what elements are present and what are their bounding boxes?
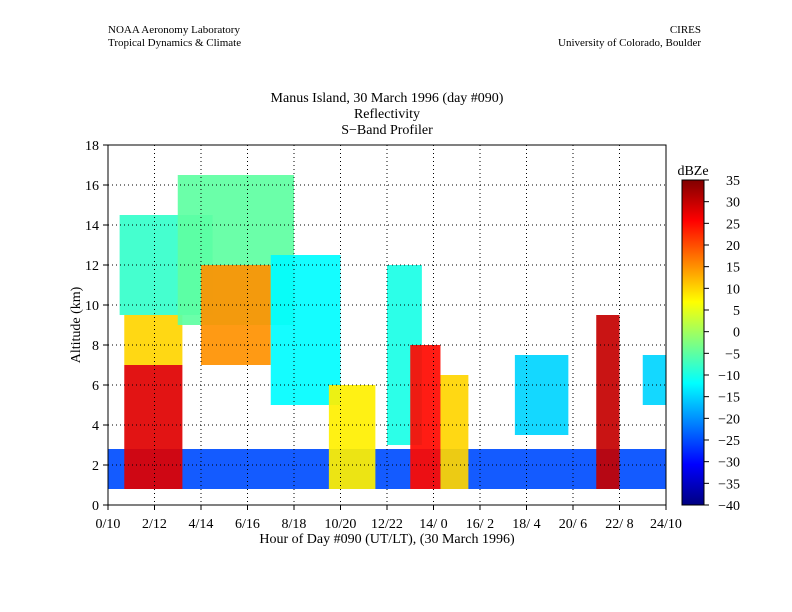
colorbar-tick-label: −30 <box>718 456 740 471</box>
chart-subtitle-instrument: S−Band Profiler <box>341 123 433 138</box>
y-tick-label: 16 <box>85 179 99 194</box>
colorbar-tick-label: 20 <box>726 239 740 254</box>
colorbar-tick-label: 35 <box>726 174 740 189</box>
x-tick-label: 18/ 4 <box>512 517 540 532</box>
echo-region-6 <box>270 255 341 405</box>
x-tick-label: 10/20 <box>325 517 357 532</box>
x-tick-label: 14/ 0 <box>419 517 447 532</box>
echo-region-5 <box>201 265 271 365</box>
y-tick-label: 0 <box>92 499 99 514</box>
colorbar-tick-label: −15 <box>718 391 740 406</box>
x-tick-label: 6/16 <box>235 517 260 532</box>
echo-region-10 <box>440 375 469 489</box>
grid-lines <box>108 145 666 505</box>
y-tick-label: 2 <box>92 459 99 474</box>
colorbar-tick-label: −35 <box>718 477 740 492</box>
x-tick-label: 2/12 <box>142 517 167 532</box>
colorbar-tick-label: 15 <box>726 261 740 276</box>
chart-title-block: Manus Island, 30 March 1996 (day #090) R… <box>108 91 666 139</box>
x-axis: 0/10 2/12 4/14 6/16 8/18 10/20 12/22 14/ 0 16/ 2… <box>96 505 682 532</box>
colorbar-tick-label: −25 <box>718 434 740 449</box>
colorbar-tick-label: −20 <box>718 412 740 427</box>
x-tick-label: 12/22 <box>371 517 403 532</box>
echo-region-7 <box>328 385 376 489</box>
x-axis-label: Hour of Day #090 (UT/LT), (30 March 1996… <box>259 532 515 547</box>
header-left: NOAA Aeronomy Laboratory Tropical Dynami… <box>108 24 241 50</box>
colorbar-tick-label: 0 <box>733 326 740 341</box>
echo-region-9 <box>410 345 441 489</box>
chart-title: Manus Island, 30 March 1996 (day #090) <box>270 91 504 106</box>
colorbar-tick-label: 10 <box>726 282 740 297</box>
echo-region-2 <box>124 315 183 365</box>
x-tick-label: 4/14 <box>189 517 214 532</box>
chart-subtitle-quantity: Reflectivity <box>353 107 421 122</box>
x-tick-label: 20/ 6 <box>559 517 587 532</box>
colorbar-tick-label: −40 <box>718 499 740 514</box>
echo-region-12 <box>596 315 620 489</box>
x-tick-label: 0/10 <box>96 517 121 532</box>
reflectivity-heatmap <box>108 175 666 489</box>
colorbar-tick-label: −10 <box>718 369 740 384</box>
echo-region-11 <box>514 355 569 435</box>
y-tick-label: 12 <box>85 259 99 274</box>
colorbar-tick-label: 30 <box>726 196 740 211</box>
institute-university: University of Colorado, Boulder <box>558 37 701 49</box>
echo-region-1 <box>124 365 183 489</box>
x-tick-label: 8/18 <box>282 517 307 532</box>
y-axis: 0 2 4 6 8 10 12 14 16 18 <box>85 139 108 514</box>
y-tick-label: 4 <box>92 419 99 434</box>
colorbar-scale <box>681 179 705 506</box>
y-tick-label: 8 <box>92 339 99 354</box>
y-axis-label: Altitude (km) <box>69 286 84 363</box>
lab-name: NOAA Aeronomy Laboratory <box>108 24 240 36</box>
header-right: CIRES University of Colorado, Boulder <box>558 24 701 50</box>
x-tick-label: 24/10 <box>650 517 682 532</box>
lab-division: Tropical Dynamics & Climate <box>108 37 242 49</box>
y-tick-label: 6 <box>92 379 99 394</box>
colorbar: dBZe 35 30 25 20 15 10 5 0 −5 −10 −15 −20 −25 −30 −35 −… <box>677 164 740 514</box>
echo-region-13 <box>642 355 666 405</box>
x-tick-label: 16/ 2 <box>466 517 494 532</box>
colorbar-tick-label: −5 <box>725 347 740 362</box>
y-tick-label: 14 <box>85 219 99 234</box>
y-tick-label: 18 <box>85 139 99 154</box>
colorbar-tick-label: 5 <box>733 304 740 319</box>
x-tick-label: 22/ 8 <box>605 517 633 532</box>
y-tick-label: 10 <box>85 299 99 314</box>
institute-name: CIRES <box>669 24 701 36</box>
colorbar-label: dBZe <box>677 164 708 179</box>
colorbar-tick-label: 25 <box>726 217 740 232</box>
